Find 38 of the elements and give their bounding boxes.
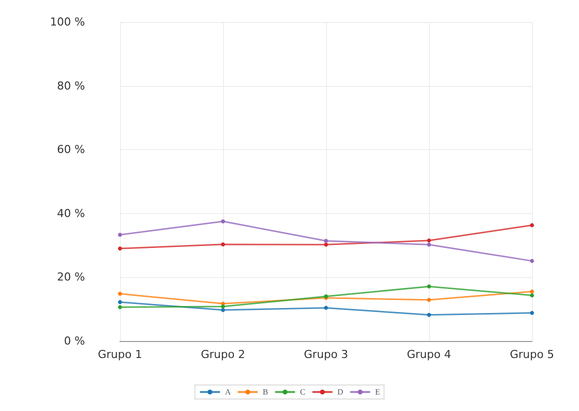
point (324, 306, 328, 310)
x-tick-label: Grupo 5 (510, 348, 554, 361)
point (221, 304, 225, 309)
y-tick-label: 100 % (50, 16, 85, 28)
legend-label: B (262, 388, 268, 396)
point (530, 293, 534, 298)
point (530, 258, 534, 263)
x-tick-label: Grupo 4 (406, 348, 452, 361)
point (427, 312, 431, 317)
x-tick-label: Grupo 2 (200, 348, 246, 361)
point (530, 290, 534, 294)
point (221, 219, 225, 224)
point (427, 242, 431, 247)
point (324, 238, 328, 243)
y-tick-label: 60 % (57, 143, 85, 156)
point (118, 305, 122, 310)
legend-label: A (224, 388, 231, 396)
point (427, 298, 431, 302)
point (427, 284, 431, 288)
point (530, 223, 534, 228)
x-tick-label: Grupo 3 (304, 348, 348, 361)
legend-label: E (375, 388, 380, 396)
y-tick-label: 0 % (64, 334, 85, 348)
y-tick-label: 20 % (57, 270, 85, 284)
legend-label: D (337, 388, 344, 396)
point (118, 246, 122, 250)
legend-label: C (300, 388, 306, 396)
point (118, 292, 122, 296)
point (118, 300, 122, 304)
point (427, 238, 431, 243)
y-tick-label: 80 % (57, 79, 85, 92)
point (221, 308, 225, 312)
y-tick-label: 40 % (57, 206, 85, 220)
point (530, 310, 534, 315)
point (324, 242, 328, 247)
point (118, 232, 122, 237)
x-tick-label: Grupo 1 (98, 348, 142, 361)
point (221, 242, 225, 246)
